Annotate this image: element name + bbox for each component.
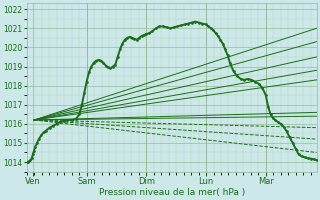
X-axis label: Pression niveau de la mer( hPa ): Pression niveau de la mer( hPa ) [99, 188, 245, 197]
